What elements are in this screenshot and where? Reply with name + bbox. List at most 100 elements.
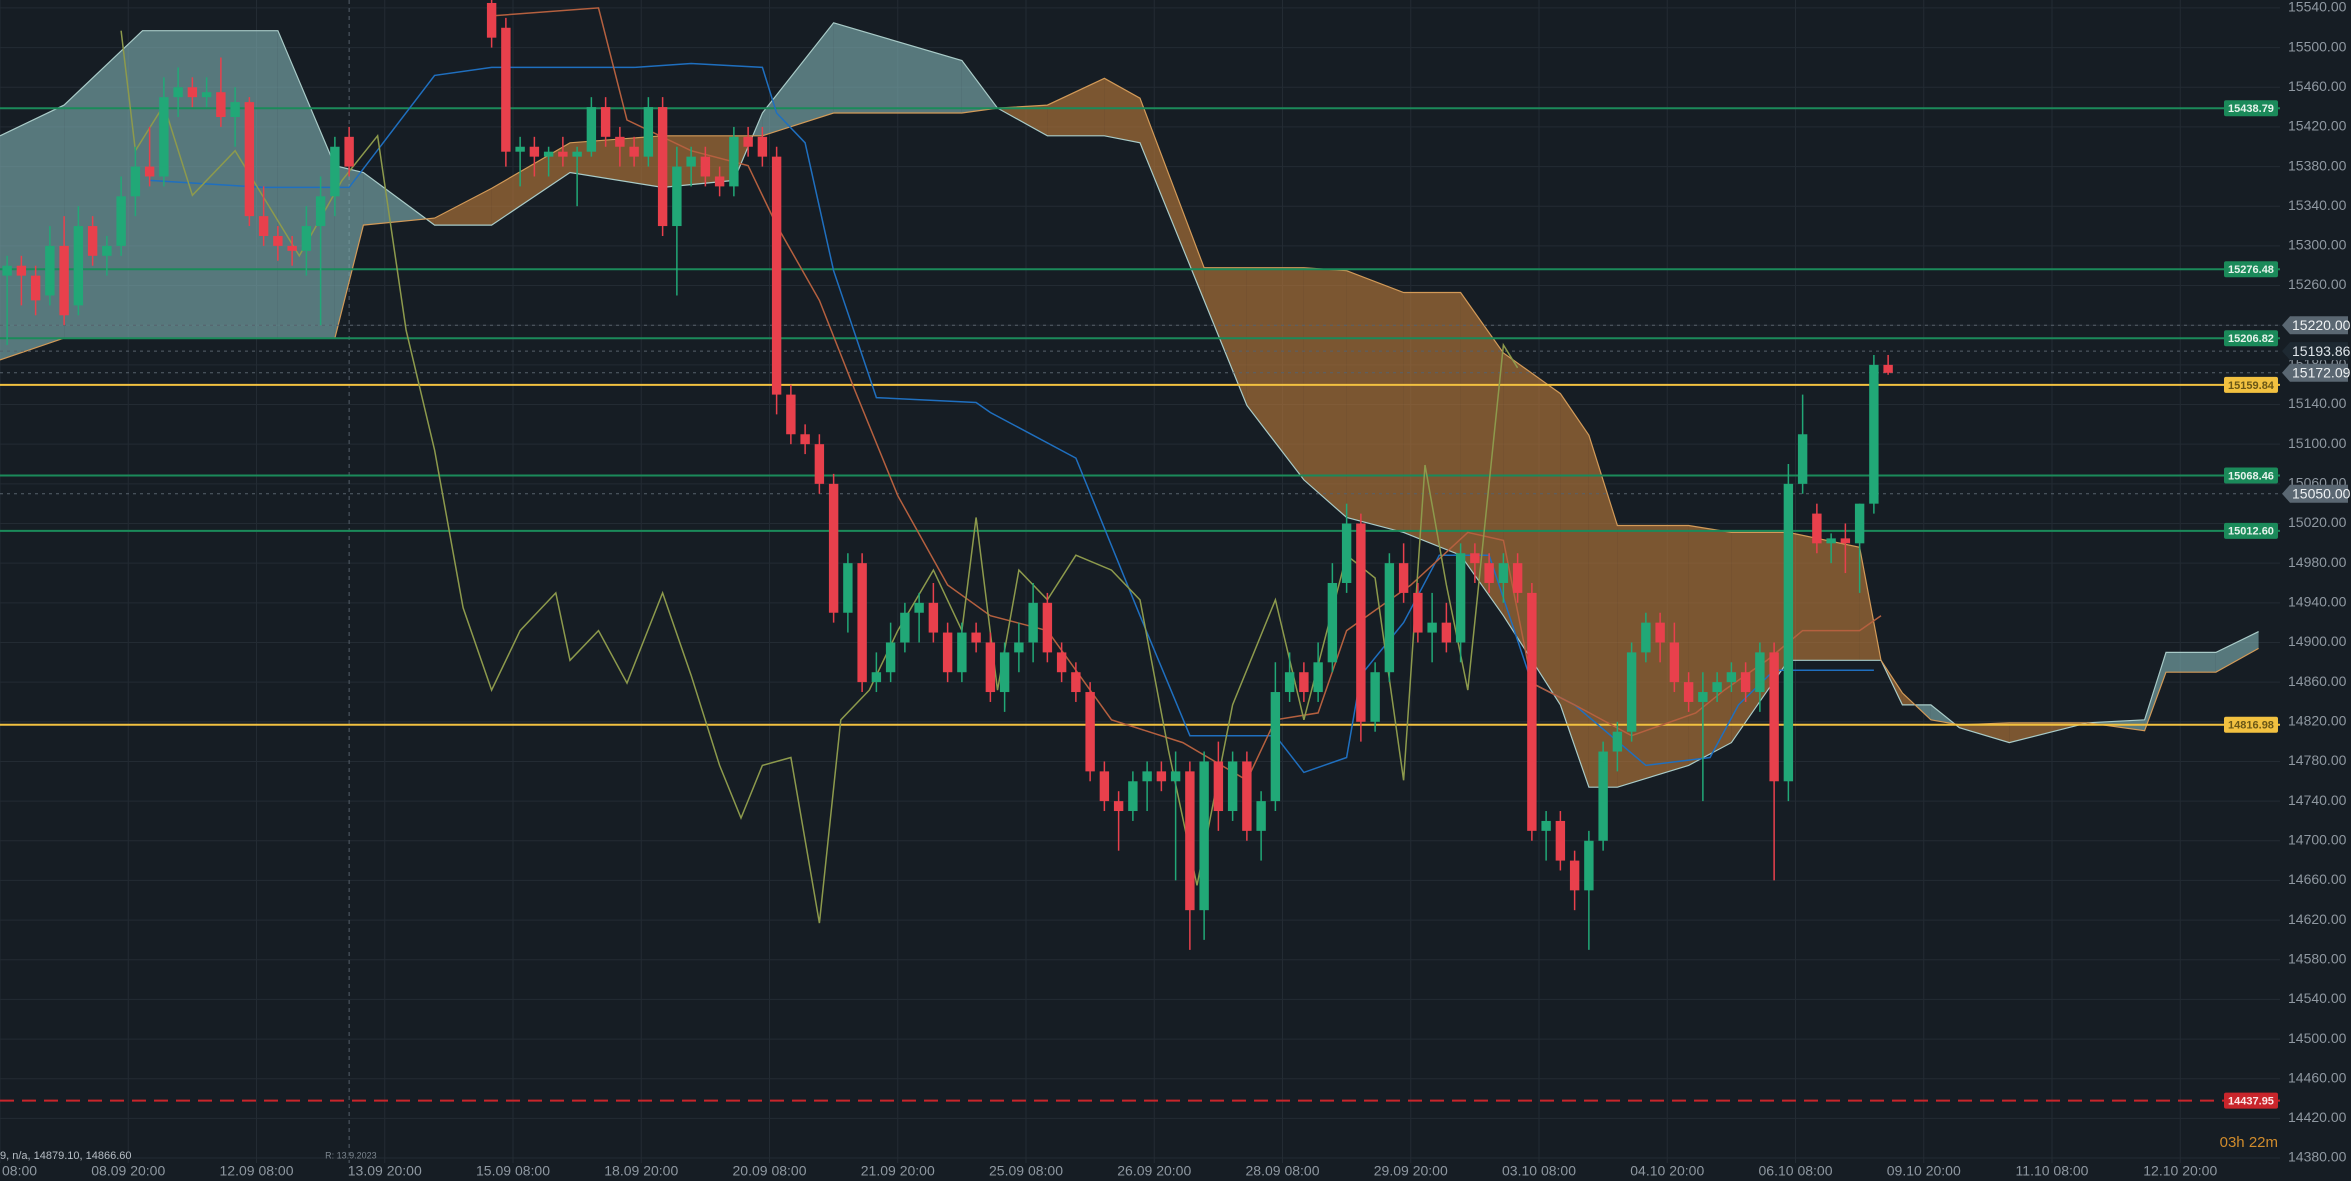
y-tick-label: 15020.00	[2288, 514, 2347, 530]
candle-body	[729, 136, 739, 187]
candle-body	[16, 265, 27, 276]
y-tick-label: 14860.00	[2288, 673, 2347, 689]
cloud-segment	[2166, 652, 2216, 673]
candle-body	[1840, 538, 1851, 544]
candle-body	[159, 97, 169, 177]
candle-body	[985, 642, 996, 693]
candle-body	[87, 226, 98, 256]
candle-body	[885, 642, 896, 673]
y-tick-label: 15300.00	[2288, 237, 2347, 253]
candle-body	[1199, 761, 1209, 911]
candle-body	[1341, 523, 1352, 583]
candle-body	[1398, 563, 1409, 593]
cloud-segment	[1303, 267, 1347, 518]
x-tick-label: 15.09 08:00	[476, 1163, 550, 1179]
candle-body	[1826, 538, 1836, 544]
candle-body	[572, 151, 582, 157]
candle-body	[1683, 682, 1694, 702]
x-tick-label: 11.10 08:00	[2016, 1163, 2089, 1179]
y-tick-label: 14620.00	[2288, 911, 2347, 927]
cloud-segment	[0, 105, 65, 360]
candle-body	[1427, 622, 1437, 633]
candle-body	[116, 196, 126, 246]
candle-body	[843, 563, 853, 613]
y-tick-label: 14820.00	[2288, 712, 2347, 728]
candle-body	[1256, 801, 1266, 831]
candle-body	[187, 87, 198, 98]
x-tick-label: 09.10 20:00	[1887, 1163, 1961, 1179]
y-tick-label: 15340.00	[2288, 197, 2347, 213]
cloud-segment	[1688, 525, 1732, 766]
candle-body	[643, 107, 654, 157]
cloud-segment	[1246, 267, 1304, 480]
candle-body	[1669, 642, 1680, 683]
candle-body	[1213, 761, 1224, 812]
x-tick-label: 04.10 20:00	[1630, 1163, 1704, 1179]
candle-body	[1028, 602, 1038, 643]
candle-body	[1541, 820, 1551, 831]
cloud-segment	[1140, 98, 1205, 301]
x-tick-label: 20.09 08:00	[733, 1163, 807, 1179]
level-label-box	[2224, 261, 2278, 278]
candle-body	[1313, 662, 1323, 693]
candle-body	[1384, 563, 1395, 673]
level-label-box	[2224, 1092, 2278, 1109]
y-tick-label: 14700.00	[2288, 831, 2347, 847]
candle-body	[814, 444, 825, 484]
y-tick-label: 14780.00	[2288, 752, 2347, 768]
candle-body	[1512, 563, 1523, 593]
candle-body	[1242, 761, 1252, 831]
candle-body	[1755, 652, 1765, 693]
level-label-box	[2224, 330, 2278, 347]
candle-body	[615, 136, 625, 147]
candle-body	[600, 107, 611, 137]
candle-body	[1555, 820, 1566, 861]
y-tick-label: 14580.00	[2288, 950, 2347, 966]
y-tick-label: 14420.00	[2288, 1109, 2347, 1125]
y-tick-label: 15460.00	[2288, 78, 2347, 94]
candle-body	[1769, 652, 1779, 782]
cloud-segment	[1460, 292, 1504, 616]
candle-body	[173, 87, 183, 98]
x-tick-label: 12.09 08:00	[220, 1163, 294, 1179]
candle-body	[1812, 513, 1822, 544]
level-label: 14437.95	[2228, 1095, 2274, 1107]
candle-body	[900, 612, 910, 643]
level-label: 15012.60	[2228, 526, 2274, 538]
candle-body	[73, 226, 84, 306]
candle-body	[1740, 672, 1751, 693]
price-marker	[2282, 484, 2348, 503]
candle-body	[1527, 592, 1537, 831]
candle-body	[1270, 692, 1281, 802]
x-tick-label: 13.09 20:00	[348, 1163, 422, 1179]
span-a-line	[0, 22, 2259, 788]
x-tick-label: 28.09 08:00	[1246, 1163, 1320, 1179]
candle-body	[344, 136, 354, 167]
candle-body	[273, 235, 283, 246]
cloud-segment	[1047, 78, 1105, 136]
candle-body	[1797, 434, 1808, 484]
candle-body	[1284, 672, 1295, 693]
level-label-box	[2224, 716, 2278, 733]
cloud-segment	[1204, 267, 1247, 406]
candle-body	[1113, 801, 1124, 812]
cloud-segment	[1104, 78, 1140, 143]
candle-body	[2, 265, 12, 276]
candle-body	[786, 394, 796, 435]
level-label-box	[2224, 100, 2278, 117]
candle-body	[330, 146, 340, 197]
candle-body	[957, 632, 967, 673]
price-marker	[2282, 363, 2348, 382]
cloud-segment	[2144, 652, 2166, 731]
price-marker-label: 15220.00	[2292, 317, 2351, 333]
levels	[0, 107, 2280, 1102]
candle-body	[1584, 840, 1594, 891]
candle-body	[1370, 672, 1380, 722]
candle-body	[301, 226, 312, 251]
level-label-box	[2224, 376, 2278, 393]
cloud-segment	[491, 142, 570, 226]
y-tick-label: 15420.00	[2288, 118, 2347, 134]
candle-body	[30, 275, 41, 301]
candle-body	[1185, 771, 1195, 911]
